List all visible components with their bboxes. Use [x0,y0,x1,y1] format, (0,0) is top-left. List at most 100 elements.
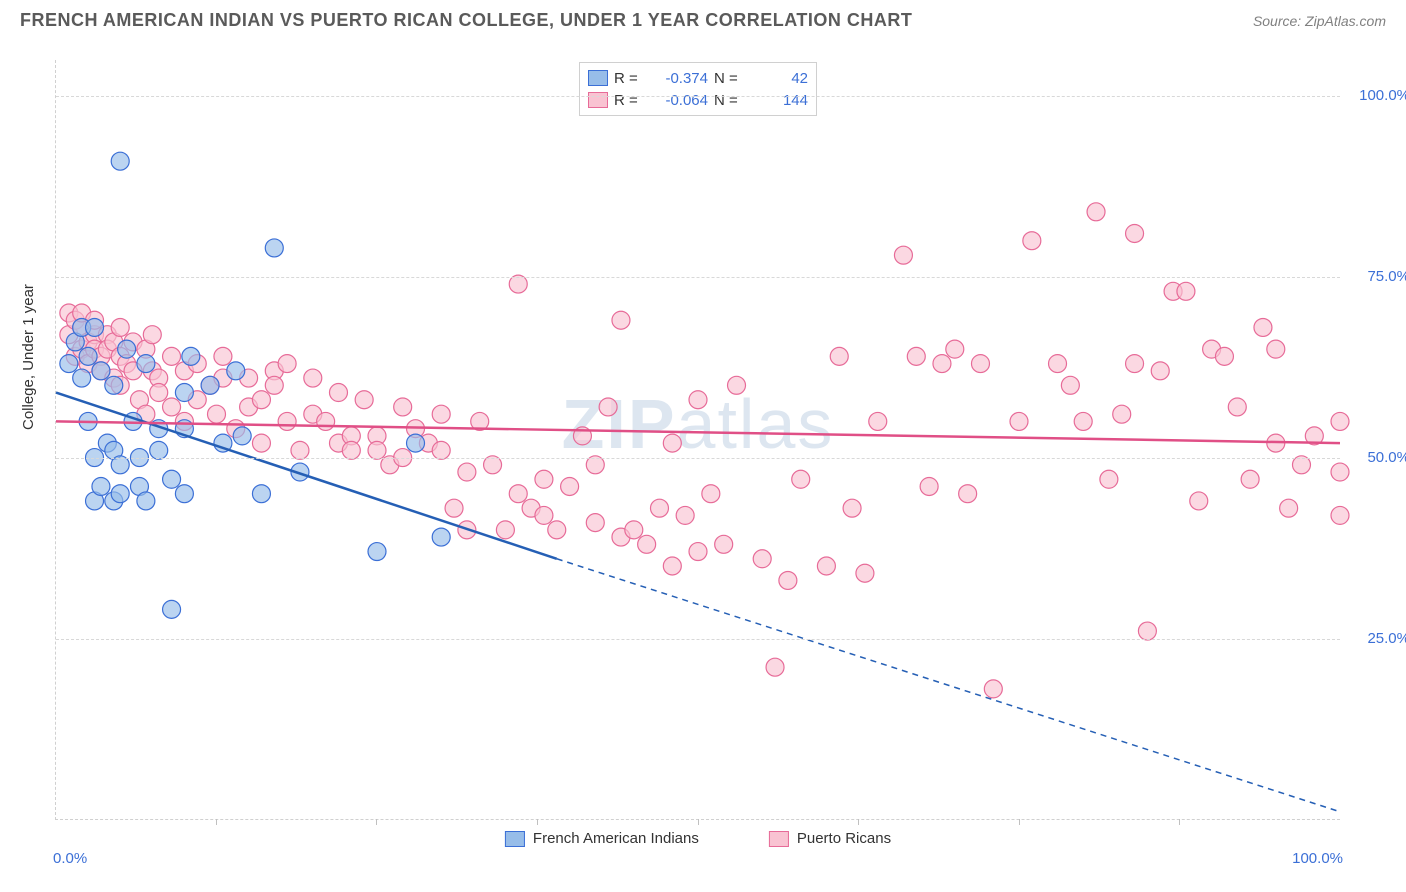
legend-stats-row-pink: R = -0.064 N = 144 [588,89,808,111]
legend-n-value-pink: 144 [748,92,808,109]
scatter-point [561,477,579,495]
scatter-point [445,499,463,517]
scatter-point [432,405,450,423]
scatter-point [458,463,476,481]
scatter-point [111,485,129,503]
legend-swatch-pink [769,831,789,847]
scatter-point [715,535,733,553]
scatter-point [1126,224,1144,242]
scatter-point [1241,470,1259,488]
scatter-point [599,398,617,416]
scatter-point [182,347,200,365]
scatter-point [278,355,296,373]
scatter-point [1190,492,1208,510]
scatter-point [252,391,270,409]
scatter-point [535,470,553,488]
scatter-point [509,485,527,503]
scatter-point [317,412,335,430]
scatter-point [1177,282,1195,300]
scatter-point [959,485,977,503]
scatter-point [496,521,514,539]
x-tick-mark [376,819,377,825]
scatter-point [368,543,386,561]
scatter-point [368,441,386,459]
legend-n-label: N = [714,70,742,87]
scatter-point [92,362,110,380]
legend-label-pink: Puerto Ricans [797,830,891,847]
gridline-h [56,639,1340,640]
scatter-point [1061,376,1079,394]
scatter-point [920,477,938,495]
legend-r-label: R = [614,92,642,109]
scatter-point [971,355,989,373]
scatter-point [86,318,104,336]
scatter-point [753,550,771,568]
scatter-point [663,434,681,452]
y-tick-label: 50.0% [1350,449,1406,466]
scatter-point [252,434,270,452]
scatter-point [163,600,181,618]
scatter-point [702,485,720,503]
scatter-point [150,384,168,402]
scatter-point [766,658,784,676]
scatter-point [137,355,155,373]
scatter-point [111,318,129,336]
scatter-point [137,492,155,510]
scatter-point [175,384,193,402]
scatter-point [907,347,925,365]
scatter-point [278,412,296,430]
legend-swatch-pink [588,92,608,108]
scatter-point [227,362,245,380]
scatter-point [1100,470,1118,488]
legend-stats-row-blue: R = -0.374 N = 42 [588,67,808,89]
gridline-h [56,96,1340,97]
scatter-point [1049,355,1067,373]
legend-stats-box: R = -0.374 N = 42 R = -0.064 N = 144 [579,62,817,116]
scatter-point [984,680,1002,698]
scatter-point [1151,362,1169,380]
legend-r-label: R = [614,70,642,87]
scatter-point [779,571,797,589]
source-label: Source: ZipAtlas.com [1253,13,1386,29]
legend-r-value-pink: -0.064 [648,92,708,109]
scatter-point [304,369,322,387]
scatter-point [1331,463,1349,481]
chart-plot-area: ZIPatlas R = -0.374 N = 42 R = -0.064 N … [55,60,1340,820]
scatter-point [1113,405,1131,423]
scatter-point [1254,318,1272,336]
scatter-point [1215,347,1233,365]
scatter-point [1331,412,1349,430]
scatter-point [894,246,912,264]
scatter-point [252,485,270,503]
scatter-point [175,485,193,503]
scatter-point [79,347,97,365]
y-axis-label: College, Under 1 year [20,284,37,430]
scatter-point [1023,232,1041,250]
scatter-point [869,412,887,430]
scatter-point [548,521,566,539]
scatter-point [60,355,78,373]
legend-swatch-blue [505,831,525,847]
scatter-point [1280,499,1298,517]
chart-header: FRENCH AMERICAN INDIAN VS PUERTO RICAN C… [0,0,1406,37]
regression-line-dashed [557,559,1340,812]
scatter-point [407,434,425,452]
scatter-point [291,441,309,459]
scatter-point [1138,622,1156,640]
scatter-point [689,391,707,409]
legend-item-pink: Puerto Ricans [769,830,891,847]
scatter-point [73,369,91,387]
scatter-point [150,441,168,459]
scatter-point [856,564,874,582]
scatter-point [1074,412,1092,430]
scatter-point [638,535,656,553]
scatter-point [946,340,964,358]
y-tick-label: 75.0% [1350,268,1406,285]
legend-item-blue: French American Indians [505,830,699,847]
scatter-point [1267,340,1285,358]
scatter-point [214,347,232,365]
scatter-point [830,347,848,365]
scatter-point [233,427,251,445]
scatter-point [1126,355,1144,373]
scatter-point [329,384,347,402]
